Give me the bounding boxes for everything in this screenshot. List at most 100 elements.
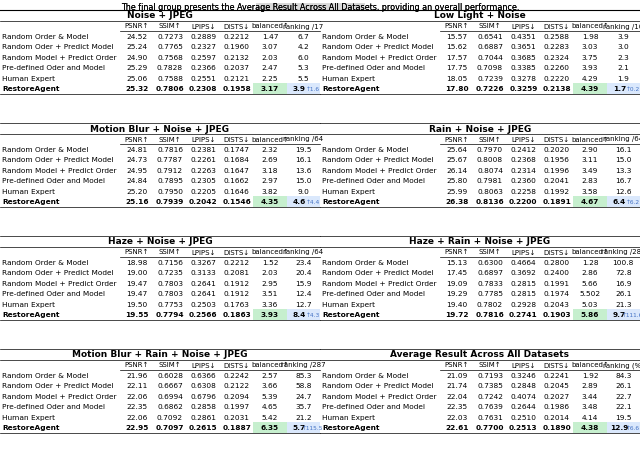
Text: 0.6994: 0.6994 [157, 393, 183, 399]
Text: 0.7092: 0.7092 [157, 414, 183, 420]
Text: 19.5: 19.5 [615, 414, 632, 420]
Text: 0.3133: 0.3133 [191, 269, 216, 275]
Text: 0.2641: 0.2641 [190, 280, 216, 286]
Text: 6.7: 6.7 [298, 34, 309, 40]
Text: 1.47: 1.47 [262, 34, 278, 40]
Text: 0.7939: 0.7939 [156, 199, 184, 205]
Text: 0.2848: 0.2848 [510, 382, 536, 388]
Text: 0.6862: 0.6862 [157, 403, 183, 409]
Text: RestoreAgent: RestoreAgent [322, 312, 380, 318]
Text: 0.2132: 0.2132 [223, 55, 250, 61]
Text: 21.09: 21.09 [446, 372, 467, 378]
Text: 25.80: 25.80 [446, 178, 467, 184]
Text: Random Order & Model: Random Order & Model [2, 372, 88, 378]
Text: 0.7753: 0.7753 [157, 301, 183, 307]
Text: RestoreAgent: RestoreAgent [2, 424, 60, 430]
Text: 0.2327: 0.2327 [190, 44, 216, 50]
Text: 0.1546: 0.1546 [222, 199, 251, 205]
Text: 0.7568: 0.7568 [157, 55, 183, 61]
Text: 0.7193: 0.7193 [477, 372, 503, 378]
Text: Random Model + Predict Order: Random Model + Predict Order [2, 55, 116, 61]
Text: 2.90: 2.90 [582, 146, 598, 152]
Text: 0.7785: 0.7785 [477, 291, 503, 297]
Text: 0.2815: 0.2815 [510, 291, 536, 297]
Text: 2.03: 2.03 [262, 269, 278, 275]
Text: 5.3: 5.3 [298, 65, 309, 71]
Text: 0.6667: 0.6667 [157, 382, 183, 388]
Text: 0.2381: 0.2381 [190, 146, 216, 152]
Text: 0.2121: 0.2121 [223, 75, 250, 81]
Text: 0.2045: 0.2045 [544, 382, 570, 388]
Text: 19.09: 19.09 [446, 280, 467, 286]
Text: 19.47: 19.47 [126, 280, 147, 286]
Text: ranking /17: ranking /17 [284, 24, 323, 30]
Text: Random Model + Predict Order: Random Model + Predict Order [2, 168, 116, 173]
Text: 0.2242: 0.2242 [223, 372, 250, 378]
Text: 0.1991: 0.1991 [543, 280, 570, 286]
Text: ranking /287: ranking /287 [601, 249, 640, 255]
Text: 16.1: 16.1 [615, 146, 632, 152]
Text: 0.3385: 0.3385 [511, 65, 536, 71]
Text: 0.2043: 0.2043 [544, 301, 570, 307]
Text: 17.57: 17.57 [446, 55, 467, 61]
Text: DISTS↓: DISTS↓ [223, 136, 250, 142]
Text: 0.2368: 0.2368 [510, 157, 536, 163]
Text: 4.29: 4.29 [582, 75, 598, 81]
Text: Random Oder + Predict Model: Random Oder + Predict Model [2, 157, 114, 163]
Text: 3.48: 3.48 [582, 403, 598, 409]
Text: LPIPS↓: LPIPS↓ [191, 24, 216, 30]
Text: SSIM↑: SSIM↑ [479, 249, 501, 255]
Text: 25.16: 25.16 [125, 199, 148, 205]
Text: 13.3: 13.3 [615, 168, 632, 173]
Text: 22.06: 22.06 [126, 393, 147, 399]
Text: 0.2412: 0.2412 [510, 146, 536, 152]
Text: 0.7794: 0.7794 [156, 312, 184, 318]
Text: 0.8136: 0.8136 [476, 199, 504, 205]
Text: Pre-defined Oder and Model: Pre-defined Oder and Model [322, 403, 425, 409]
Text: 3.11: 3.11 [582, 157, 598, 163]
Text: 0.2014: 0.2014 [543, 414, 570, 420]
Text: 0.6796: 0.6796 [190, 393, 216, 399]
Text: PSNR↑: PSNR↑ [124, 136, 149, 142]
Text: 0.2503: 0.2503 [190, 301, 216, 307]
Text: 0.2020: 0.2020 [543, 146, 570, 152]
Text: 0.2588: 0.2588 [543, 34, 570, 40]
Text: 0.7912: 0.7912 [157, 168, 183, 173]
Text: 2.89: 2.89 [582, 382, 598, 388]
Text: 0.2122: 0.2122 [223, 382, 250, 388]
Text: ↑111.6: ↑111.6 [622, 312, 640, 317]
Text: 3.58: 3.58 [582, 188, 598, 194]
Text: 0.7385: 0.7385 [477, 382, 503, 388]
Text: 12.7: 12.7 [295, 301, 312, 307]
Text: The final group presents the Average Result Across All Datasets, providing an ov: The final group presents the Average Res… [121, 4, 519, 13]
Text: 15.13: 15.13 [446, 259, 467, 265]
Text: 0.2283: 0.2283 [543, 44, 570, 50]
Text: 5.03: 5.03 [582, 301, 598, 307]
Text: 0.7098: 0.7098 [477, 65, 503, 71]
Bar [253, 197, 287, 207]
Text: ranking /64: ranking /64 [604, 136, 640, 142]
Text: 0.8074: 0.8074 [477, 168, 503, 173]
Text: 0.1891: 0.1891 [542, 199, 571, 205]
Text: 3.51: 3.51 [262, 291, 278, 297]
Text: SSIM↑: SSIM↑ [479, 136, 501, 142]
Text: 0.2200: 0.2200 [509, 199, 538, 205]
Text: 35.7: 35.7 [295, 403, 312, 409]
Text: 0.7803: 0.7803 [157, 291, 183, 297]
Text: 0.2305: 0.2305 [190, 178, 216, 184]
Text: Random Order & Model: Random Order & Model [322, 146, 408, 152]
Text: 3.17: 3.17 [261, 86, 279, 92]
Text: 0.2861: 0.2861 [190, 414, 216, 420]
Text: Random Oder + Predict Model: Random Oder + Predict Model [322, 382, 434, 388]
Text: LPIPS↓: LPIPS↓ [191, 136, 216, 142]
Text: 0.2644: 0.2644 [511, 403, 536, 409]
Text: 19.00: 19.00 [126, 269, 147, 275]
Text: 5.42: 5.42 [262, 414, 278, 420]
Text: 25.99: 25.99 [446, 188, 467, 194]
Text: 0.6541: 0.6541 [477, 34, 503, 40]
Text: 6.4: 6.4 [612, 199, 626, 205]
Text: 19.50: 19.50 [126, 301, 147, 307]
Text: Low Light + Noise: Low Light + Noise [434, 12, 526, 20]
Text: ranking /64: ranking /64 [284, 249, 323, 255]
Text: 25.06: 25.06 [126, 75, 147, 81]
